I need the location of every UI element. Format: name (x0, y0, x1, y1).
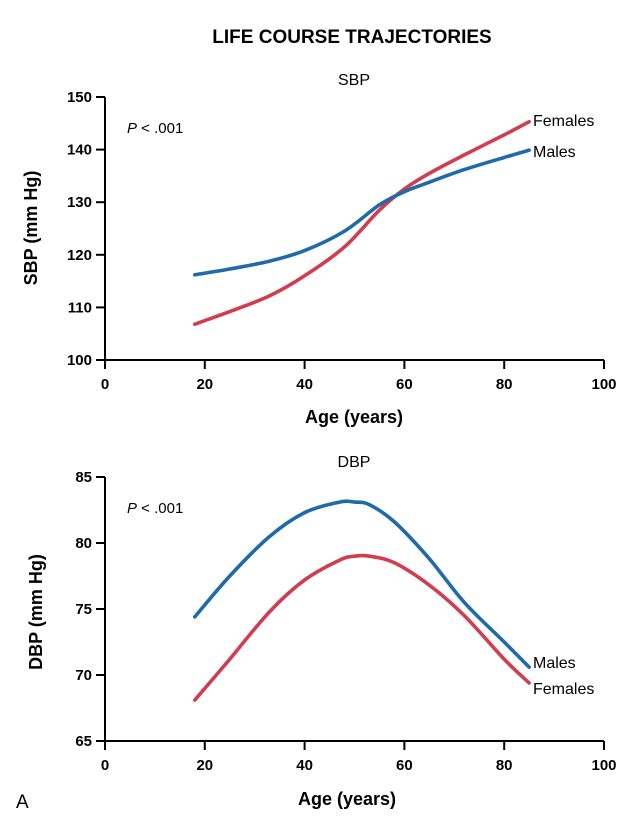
sbp-x-tick-label: 100 (591, 376, 616, 393)
sbp-p-threshold: < .001 (137, 120, 183, 137)
sbp-y-tick-label: 120 (67, 247, 92, 264)
dbp-p-value: P < .001 (127, 500, 183, 517)
sbp-y-tick-label: 150 (67, 89, 92, 106)
sbp-line-females (193, 119, 531, 326)
dbp-p-threshold: < .001 (137, 500, 183, 517)
dbp-x-axis-label: Age (years) (298, 789, 396, 809)
sbp-y-tick-label: 100 (67, 352, 92, 369)
sbp-legend-males: Males (533, 144, 576, 161)
sbp-legend-females: Females (533, 113, 594, 130)
dbp-line-males (193, 499, 531, 669)
dbp-y-axis-label: DBP (mm Hg) (26, 554, 46, 670)
sbp-p-value: P < .001 (127, 120, 183, 137)
dbp-y-ticks: 65 70 75 80 85 (75, 469, 105, 750)
dbp-y-tick-label: 70 (75, 667, 92, 684)
sbp-x-tick-label: 20 (196, 376, 213, 393)
dbp-series-lines (193, 499, 531, 702)
sbp-y-axis-label: SBP (mm Hg) (21, 171, 41, 286)
dbp-p-symbol: P (127, 500, 137, 517)
dbp-x-tick-label: 100 (591, 757, 616, 774)
sbp-x-tick-label: 60 (396, 376, 413, 393)
dbp-x-tick-label: 60 (396, 757, 413, 774)
dbp-x-tick-label: 0 (101, 757, 109, 774)
sbp-line-males (193, 148, 531, 277)
sbp-x-tick-label: 40 (296, 376, 313, 393)
dbp-y-tick-label: 80 (75, 535, 92, 552)
dbp-axes: 65 70 75 80 85 0 20 40 60 80 100 (75, 469, 616, 774)
dbp-chart-title: DBP (338, 454, 371, 471)
dbp-x-tick-label: 80 (496, 757, 513, 774)
sbp-chart-title: SBP (338, 72, 370, 89)
sbp-y-tick-label: 110 (68, 299, 92, 316)
figure-title: LIFE COURSE TRAJECTORIES (212, 27, 491, 48)
panel-label: A (16, 792, 29, 813)
dbp-y-tick-label: 85 (75, 469, 92, 486)
sbp-p-symbol: P (127, 120, 137, 137)
sbp-y-tick-label: 130 (67, 194, 92, 211)
dbp-x-tick-label: 20 (196, 757, 213, 774)
sbp-axes: 100 110 120 130 140 150 0 20 40 60 80 100 (67, 89, 617, 393)
sbp-x-ticks: 0 20 40 60 80 100 (101, 360, 617, 393)
sbp-x-tick-label: 0 (101, 376, 109, 393)
dbp-legend-males: Males (533, 655, 576, 672)
dbp-legend-females: Females (533, 681, 594, 698)
dbp-y-tick-label: 75 (75, 601, 92, 618)
dbp-x-tick-label: 40 (296, 757, 313, 774)
sbp-x-axis-label: Age (years) (305, 407, 403, 427)
sbp-x-tick-label: 80 (496, 376, 513, 393)
sbp-y-tick-label: 140 (67, 142, 92, 159)
sbp-chart: SBP 100 110 120 130 140 150 0 20 40 60 80 100 Age … (21, 72, 617, 427)
dbp-y-tick-label: 65 (75, 733, 92, 750)
sbp-series-lines (193, 119, 531, 326)
dbp-x-ticks: 0 20 40 60 80 100 (101, 741, 617, 774)
sbp-y-ticks: 100 110 120 130 140 150 (67, 89, 105, 369)
dbp-line-females (193, 553, 531, 702)
